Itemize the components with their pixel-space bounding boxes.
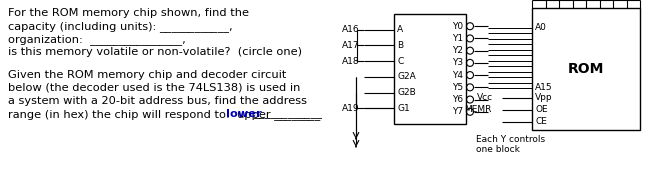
Text: Vpp: Vpp bbox=[535, 93, 552, 103]
Text: organization:  ________________,: organization: ________________, bbox=[8, 34, 185, 45]
Text: below (the decoder used is the 74LS138) is used in: below (the decoder used is the 74LS138) … bbox=[8, 83, 300, 93]
Text: Y6: Y6 bbox=[452, 95, 463, 104]
Text: Given the ROM memory chip and decoder circuit: Given the ROM memory chip and decoder ci… bbox=[8, 70, 286, 80]
Text: For the ROM memory chip shown, find the: For the ROM memory chip shown, find the bbox=[8, 8, 249, 18]
Text: G1: G1 bbox=[397, 104, 410, 113]
Text: Y0: Y0 bbox=[452, 22, 463, 31]
Text: a system with a 20-bit address bus, find the address: a system with a 20-bit address bus, find… bbox=[8, 96, 307, 106]
Text: Y2: Y2 bbox=[452, 46, 463, 55]
Text: B: B bbox=[397, 41, 403, 50]
Text: A15: A15 bbox=[535, 83, 552, 93]
Text: Y1: Y1 bbox=[452, 34, 463, 43]
Text: G2A: G2A bbox=[397, 72, 416, 81]
Text: A18: A18 bbox=[342, 57, 360, 66]
Text: A16: A16 bbox=[342, 25, 360, 34]
Text: Y5: Y5 bbox=[452, 83, 463, 92]
Text: capacity (including units): ____________,: capacity (including units): ____________… bbox=[8, 21, 232, 32]
Text: MEMR: MEMR bbox=[464, 106, 492, 114]
Text: Y4: Y4 bbox=[452, 71, 463, 80]
Text: Vcc: Vcc bbox=[477, 93, 493, 103]
Text: lower: lower bbox=[226, 109, 262, 119]
Text: is this memory volatile or non-volatile?  (circle one): is this memory volatile or non-volatile?… bbox=[8, 47, 302, 57]
Text: ____________: ____________ bbox=[253, 109, 322, 119]
Text: one block: one block bbox=[476, 145, 520, 154]
Text: A19: A19 bbox=[342, 104, 360, 113]
Text: ROM: ROM bbox=[568, 62, 604, 76]
Text: Each Y controls: Each Y controls bbox=[476, 135, 545, 144]
Bar bbox=[532, 8, 640, 130]
Text: A: A bbox=[397, 25, 403, 34]
Text: C: C bbox=[397, 57, 403, 66]
Text: OE: OE bbox=[535, 106, 548, 114]
Text: G2B: G2B bbox=[397, 88, 416, 97]
Text: A0: A0 bbox=[535, 23, 547, 33]
Text: Y7: Y7 bbox=[452, 107, 463, 116]
Text: CE: CE bbox=[535, 117, 547, 127]
Text: Y3: Y3 bbox=[452, 58, 463, 67]
Bar bbox=[394, 14, 466, 124]
Text: range (in hex) the chip will respond to:  upper ________: range (in hex) the chip will respond to:… bbox=[8, 109, 320, 120]
Text: A17: A17 bbox=[342, 41, 360, 50]
